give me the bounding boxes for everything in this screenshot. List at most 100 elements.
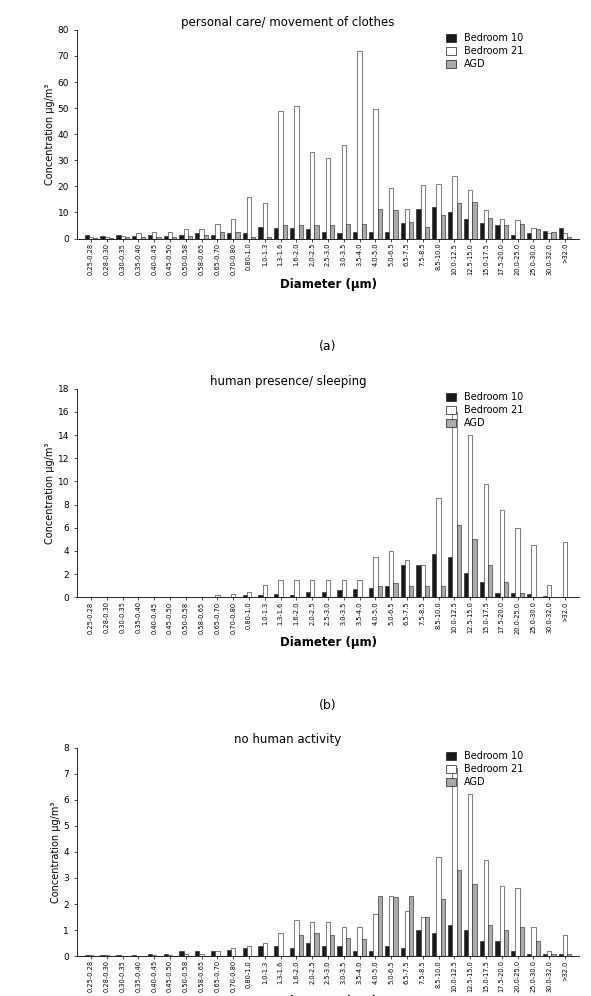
Bar xyxy=(215,951,220,956)
Bar xyxy=(531,545,535,598)
Bar xyxy=(369,588,374,598)
Bar xyxy=(425,227,429,238)
Bar xyxy=(409,896,413,956)
Bar xyxy=(531,228,535,238)
Bar xyxy=(405,560,409,598)
Bar xyxy=(567,237,571,238)
Bar xyxy=(543,953,547,956)
Bar xyxy=(543,597,547,598)
Bar xyxy=(511,593,515,598)
Bar xyxy=(243,948,247,956)
Bar xyxy=(231,219,235,238)
Bar xyxy=(116,955,121,956)
Bar xyxy=(306,229,310,238)
Bar xyxy=(89,237,93,238)
Bar xyxy=(369,951,374,956)
X-axis label: Diameter (μm): Diameter (μm) xyxy=(280,278,376,291)
Bar xyxy=(464,219,468,238)
Bar xyxy=(535,940,540,956)
Bar xyxy=(294,580,298,598)
Bar xyxy=(547,233,551,238)
Bar xyxy=(378,208,382,238)
Bar xyxy=(188,236,192,238)
Bar xyxy=(121,236,125,238)
Bar xyxy=(314,932,319,956)
Bar xyxy=(274,228,278,238)
Bar xyxy=(294,919,298,956)
Bar xyxy=(425,917,429,956)
Bar xyxy=(369,232,374,238)
Bar xyxy=(274,594,278,598)
Bar xyxy=(353,951,358,956)
Bar xyxy=(394,897,398,956)
Bar xyxy=(100,955,105,956)
Bar xyxy=(436,858,441,956)
Bar xyxy=(148,953,152,956)
Bar xyxy=(258,595,262,598)
Bar xyxy=(200,229,204,238)
Bar xyxy=(337,591,342,598)
Bar xyxy=(448,557,452,598)
Bar xyxy=(235,232,239,238)
Bar xyxy=(137,233,141,238)
Bar xyxy=(342,580,346,598)
Bar xyxy=(499,510,504,598)
Bar xyxy=(452,412,456,598)
Bar xyxy=(258,946,262,956)
Bar xyxy=(337,233,342,238)
Bar xyxy=(274,946,278,956)
Bar xyxy=(448,212,452,238)
Bar xyxy=(421,185,425,238)
Bar xyxy=(353,590,358,598)
Bar xyxy=(441,898,445,956)
Legend: Bedroom 10, Bedroom 21, AGD: Bedroom 10, Bedroom 21, AGD xyxy=(443,389,526,431)
Bar xyxy=(322,232,326,238)
Bar xyxy=(105,237,109,238)
Bar xyxy=(567,953,571,956)
Bar xyxy=(290,948,294,956)
Bar xyxy=(85,235,89,238)
Bar xyxy=(425,586,429,598)
Bar xyxy=(278,580,282,598)
Bar xyxy=(519,593,524,598)
Bar xyxy=(358,580,362,598)
Bar xyxy=(441,586,445,598)
Bar xyxy=(200,953,204,956)
Bar xyxy=(89,955,93,956)
Bar xyxy=(378,896,382,956)
Bar xyxy=(558,228,563,238)
Bar xyxy=(417,930,421,956)
Bar xyxy=(527,233,531,238)
Bar xyxy=(215,595,220,598)
Bar xyxy=(215,224,220,238)
Bar xyxy=(362,224,366,238)
Bar xyxy=(464,573,468,598)
Bar xyxy=(401,223,405,238)
Bar xyxy=(484,484,488,598)
Bar xyxy=(105,955,109,956)
Bar xyxy=(563,233,567,238)
Bar xyxy=(322,946,326,956)
Bar xyxy=(326,922,330,956)
Bar xyxy=(432,207,436,238)
Bar xyxy=(184,229,188,238)
Bar xyxy=(342,927,346,956)
Bar xyxy=(441,215,445,238)
Bar xyxy=(417,565,421,598)
Bar xyxy=(342,144,346,238)
Bar xyxy=(436,498,441,598)
Bar xyxy=(495,593,499,598)
Bar xyxy=(405,910,409,956)
Bar xyxy=(385,232,389,238)
Bar xyxy=(211,951,215,956)
Bar xyxy=(488,565,492,598)
Bar xyxy=(211,235,215,238)
Text: (b): (b) xyxy=(319,699,337,712)
Bar xyxy=(405,208,409,238)
Bar xyxy=(247,946,251,956)
Bar xyxy=(152,955,157,956)
Bar xyxy=(479,940,484,956)
Bar xyxy=(389,896,394,956)
Bar xyxy=(362,939,366,956)
Bar xyxy=(294,106,298,238)
